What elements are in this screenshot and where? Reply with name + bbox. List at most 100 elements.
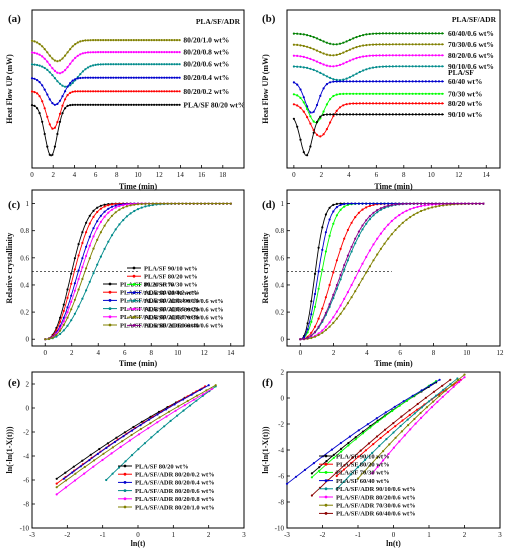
series-90-10-wt-point <box>401 113 404 116</box>
panel-a: 0 2 4 6 8 10 12 14 16 18 (a) Time (min) Heat Flow UP… <box>5 9 245 191</box>
series-90-10-wt-point <box>338 113 342 116</box>
series-pla-sf-80-20-wt-point <box>79 103 82 106</box>
series-pla-sf-adr-70-30-0-6-wt-point <box>407 424 410 427</box>
series-pla-sf-adr-80-20-1-0-wt-point <box>149 422 152 425</box>
series-80-20-wt-point <box>355 102 358 105</box>
y-tick-label: -10 <box>20 525 30 533</box>
series-80-20-0-8-wt-point <box>173 51 176 54</box>
series-pla-sf-adr-90-10-0-6-wt-point <box>368 218 371 221</box>
series-80-20-0-2-wt-point <box>132 90 135 93</box>
series-70-30-wt-point <box>362 92 365 95</box>
series-80-20-0-6-wt-point <box>315 60 319 63</box>
series-80-20-0-6-wt-point <box>86 66 90 69</box>
series-80-20-0-2-wt-point <box>41 100 44 103</box>
panel-label: (f) <box>262 377 273 389</box>
series-pla-sf-adr-80-20-1-0-wt-point <box>211 202 214 205</box>
series-80-20-0-6-wt-point <box>46 68 49 71</box>
series-pla-sf-adr-80-20-1-0-wt-point <box>93 459 96 462</box>
series-70-30-0-6-wt-point <box>329 54 332 57</box>
series-90-10-0-6-wt-point <box>408 65 411 68</box>
series-80-20-wt-point <box>365 102 368 105</box>
series-pla-sf-adr-70-30-0-6-wt-point <box>394 436 397 439</box>
series-70-30-0-6-wt-point <box>342 51 345 54</box>
legend-marker <box>132 283 136 286</box>
series-80-20-wt-point <box>414 102 417 105</box>
series-pla-sf-80-20-wt-point <box>364 449 367 452</box>
series-pla-sf-adr-80-20-0-4-wt-point <box>92 227 95 230</box>
series-pla-sf-adr-80-20-0-6-wt-line <box>105 386 216 481</box>
series-pla-sf-adr-80-20-0-8-wt-point <box>85 254 88 258</box>
series-pla-sf-adr-80-20-1-0-wt-point <box>83 465 86 469</box>
series-pla-sf-adr-60-40-0-6-wt-point <box>332 293 335 296</box>
series-80-20-0-4-wt-point <box>64 90 67 93</box>
series-80-20-0-6-wt-point <box>312 59 315 62</box>
series-80-20-0-8-wt-point <box>46 60 49 63</box>
series-80-20-wt-point <box>352 102 355 105</box>
series-80-20-0-6-wt-point <box>81 70 84 73</box>
series-pla-sf-adr-60-40-0-6-wt-point <box>317 325 320 328</box>
series-pla-sf-adr-80-20-1-0-wt-point <box>205 389 208 392</box>
series-pla-sf-adr-80-20-0-6-wt-point <box>371 472 374 475</box>
series-pla-sf-adr-80-20-1-0-wt-point <box>214 384 217 387</box>
series-80-20-1-0-wt-point <box>145 39 148 42</box>
series-80-20-0-8-wt-point <box>158 51 161 54</box>
series-80-20-0-6-wt-point <box>135 63 138 66</box>
series-80-20-1-0-wt-point <box>79 40 82 43</box>
legend-label: PLA/SF 90/10 wt% <box>336 453 390 460</box>
series-pla-sf-adr-90-10-0-6-wt-point <box>385 438 388 441</box>
series-pla-sf-adr-80-20-1-0-wt-point <box>139 427 142 431</box>
group-label: PLA/SF/ADR <box>196 17 241 26</box>
series-pla-sf-adr-60-40-0-6-wt-point <box>310 334 313 337</box>
series-pla-sf-60-40-wt-point <box>346 202 349 205</box>
series-pla-sf-adr-80-20-0-8-wt-point <box>92 465 95 468</box>
series-60-40-wt-line <box>293 80 444 114</box>
series-pla-sf-adr-60-40-0-6-wt-point <box>424 396 427 399</box>
series-60-40-wt-point <box>332 80 335 83</box>
series-80-20-0-4-wt-point <box>84 76 87 79</box>
series-80-20-0-4-wt-point <box>130 76 133 79</box>
series-60-40-wt-point <box>335 80 338 83</box>
series-60-40-0-6-wt-point <box>315 37 319 40</box>
series-pla-sf-adr-80-20-0-8-wt-point <box>64 486 67 489</box>
series-80-20-0-8-wt-point <box>117 51 120 54</box>
series-60-40-0-6-wt-point <box>395 32 398 35</box>
series-60-40-0-6-wt-point <box>418 32 421 35</box>
series-80-20-0-2-wt-point <box>135 90 138 93</box>
series-80-20-0-6-wt-point <box>431 54 434 57</box>
series-pla-sf-60-40-wt-point <box>393 405 396 408</box>
series-pla-sf-adr-80-20-0-4-wt-point <box>114 204 117 207</box>
series-80-20-0-6-wt-point <box>114 63 118 66</box>
series-label: 80/20/0.8 wt% <box>183 48 229 57</box>
series-70-30-0-6-wt-point <box>348 48 351 51</box>
series-80-20-0-6-wt-point <box>147 63 151 66</box>
x-tick-label: 0 <box>292 171 296 179</box>
series-pla-sf-80-20-wt-point <box>147 103 151 106</box>
series-80-20-0-2-wt-point <box>46 115 49 118</box>
series-pla-sf-adr-90-10-0-6-wt-point <box>343 268 346 271</box>
series-80-20-1-0-wt-point <box>36 41 39 44</box>
series-60-40-0-6-wt-point <box>404 32 408 35</box>
series-pla-sf-60-40-wt-point <box>372 202 375 205</box>
series-80-20-0-8-wt-point <box>66 66 69 69</box>
series-80-20-1-0-wt-point <box>165 39 168 42</box>
series-pla-sf-adr-80-20-0-6-wt-point <box>85 289 88 292</box>
series-pla-sf-adr-80-20-1-0-wt-point <box>136 203 140 206</box>
series-80-20-0-8-wt-point <box>99 51 102 54</box>
series-80-20-0-2-wt-point <box>104 90 107 93</box>
series-pla-sf-60-40-wt-point <box>365 202 368 205</box>
series-pla-sf-90-10-wt-point <box>354 436 357 439</box>
legend-marker <box>132 299 136 303</box>
y-tick-label: 0.4 <box>275 281 284 289</box>
series-pla-sf-adr-90-10-0-6-wt-point <box>427 400 431 403</box>
series-pla-sf-adr-80-20-1-0-wt-point <box>167 410 171 413</box>
series-60-40-wt-point <box>352 80 355 83</box>
series-80-20-wt-point <box>358 102 361 105</box>
series-80-20-1-0-wt-line <box>31 39 180 62</box>
series-pla-sf-adr-70-30-0-6-wt-point <box>324 328 327 332</box>
legend-label: PLA/SF/ADR 90/10/0.6 wt% <box>144 298 224 305</box>
series-pla-sf-80-20-wt-point <box>81 459 84 462</box>
series-pla-sf-adr-70-30-0-6-wt-point <box>444 389 447 392</box>
series-pla-sf-90-10-wt-point <box>347 441 350 445</box>
series-70-30-wt-point <box>414 92 417 95</box>
series-60-40-wt-point <box>434 80 437 83</box>
